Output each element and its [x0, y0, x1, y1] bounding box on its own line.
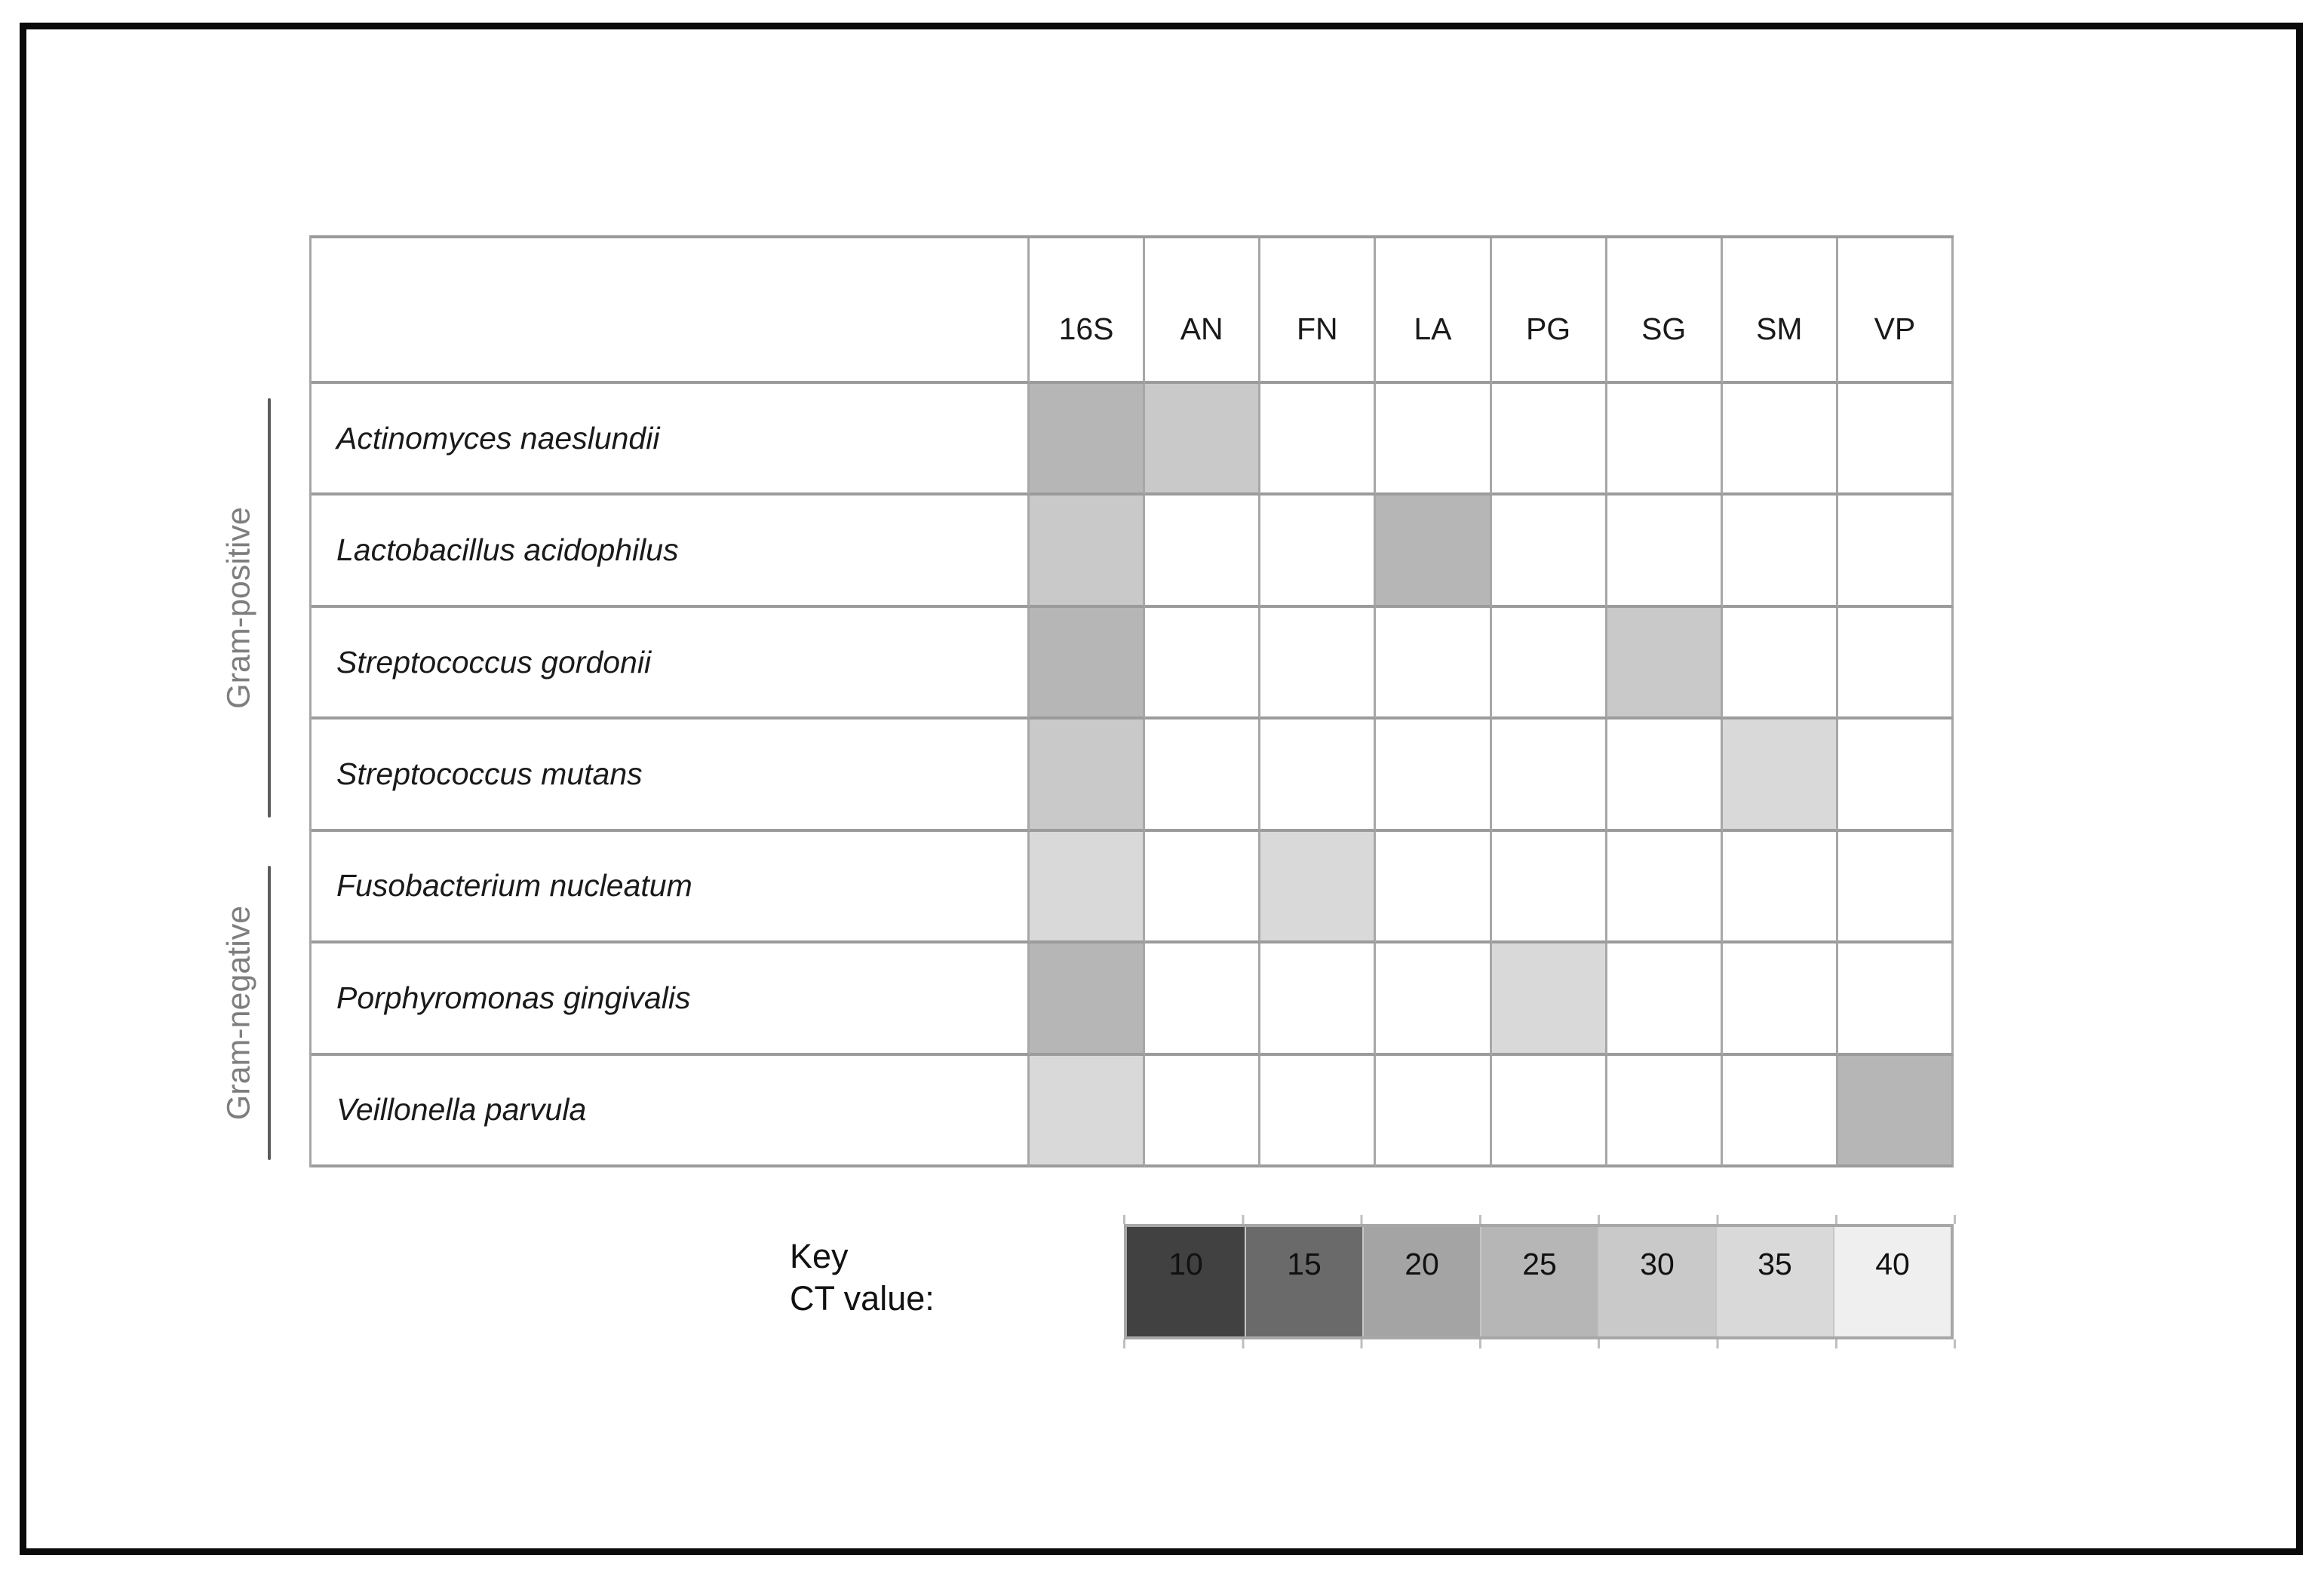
- ct-value-key-strip: 10 15 20 25 30 35 40: [1124, 1224, 1954, 1339]
- matrix-cell-r6-LA: [1376, 1055, 1492, 1167]
- matrix-cell-r5-PG: [1491, 943, 1607, 1056]
- key-tick-marks-bottom: [1123, 1339, 1956, 1348]
- matrix-cell-r1-SG: [1607, 495, 1723, 608]
- key-swatch-10: 10: [1127, 1227, 1245, 1336]
- key-tick-marks-top: [1123, 1215, 1956, 1224]
- matrix-cell-r2-SM: [1722, 607, 1838, 720]
- matrix-cell-r6-AN: [1145, 1055, 1261, 1167]
- key-swatch-label-20: 20: [1405, 1247, 1439, 1281]
- matrix-cell-r2-SG: [1607, 607, 1723, 720]
- key-swatch-25: 25: [1480, 1227, 1598, 1336]
- matrix-cell-r0-PG: [1491, 384, 1607, 496]
- matrix-cell-r2-16S: [1030, 607, 1146, 720]
- matrix-cell-r3-VP: [1837, 719, 1954, 832]
- matrix-cell-r3-16S: [1030, 719, 1146, 832]
- matrix-cell-r4-SM: [1722, 831, 1838, 944]
- key-swatch-label-40: 40: [1875, 1247, 1910, 1281]
- gram-negative-bracket: [268, 866, 271, 1160]
- key-swatch-35: 35: [1715, 1227, 1833, 1336]
- matrix-cell-r1-FN: [1260, 495, 1377, 608]
- matrix-cell-r5-AN: [1145, 943, 1261, 1056]
- species-label-row-1: Lactobacillus acidophilus: [312, 495, 1030, 608]
- matrix-cell-r6-VP: [1837, 1055, 1954, 1167]
- column-header-LA: LA: [1376, 238, 1492, 384]
- key-swatch-label-30: 30: [1640, 1247, 1675, 1281]
- matrix-cell-r0-AN: [1145, 384, 1261, 496]
- matrix-cell-r0-16S: [1030, 384, 1146, 496]
- column-header-16S: 16S: [1030, 238, 1146, 384]
- matrix-cell-r6-SG: [1607, 1055, 1723, 1167]
- species-label-row-4: Fusobacterium nucleatum: [312, 831, 1030, 944]
- species-label-row-0: Actinomyces naeslundii: [312, 384, 1030, 496]
- matrix-cell-r2-AN: [1145, 607, 1261, 720]
- table-corner-cell: [312, 238, 1030, 384]
- matrix-cell-r5-LA: [1376, 943, 1492, 1056]
- species-label-row-6: Veillonella parvula: [312, 1055, 1030, 1167]
- matrix-cell-r0-LA: [1376, 384, 1492, 496]
- species-label-row-5: Porphyromonas gingivalis: [312, 943, 1030, 1056]
- matrix-cell-r3-PG: [1491, 719, 1607, 832]
- heatmap-table: 16S AN FN LA PG SG SM VP Actinomyces naeslundii L…: [309, 235, 1954, 1167]
- matrix-cell-r4-AN: [1145, 831, 1261, 944]
- matrix-cell-r3-LA: [1376, 719, 1492, 832]
- matrix-cell-r0-SG: [1607, 384, 1723, 496]
- matrix-cell-r4-VP: [1837, 831, 1954, 944]
- gram-positive-bracket: [268, 398, 271, 818]
- matrix-cell-r3-SM: [1722, 719, 1838, 832]
- matrix-cell-r6-FN: [1260, 1055, 1377, 1167]
- key-swatch-20: 20: [1362, 1227, 1480, 1336]
- matrix-cell-r1-16S: [1030, 495, 1146, 608]
- column-header-SM: SM: [1722, 238, 1838, 384]
- column-header-FN: FN: [1260, 238, 1377, 384]
- matrix-cell-r3-FN: [1260, 719, 1377, 832]
- column-header-SG: SG: [1607, 238, 1723, 384]
- matrix-cell-r4-FN: [1260, 831, 1377, 944]
- figure-border: [20, 23, 2303, 1555]
- matrix-cell-r4-16S: [1030, 831, 1146, 944]
- key-swatch-label-25: 25: [1522, 1247, 1557, 1281]
- matrix-cell-r1-LA: [1376, 495, 1492, 608]
- matrix-cell-r6-SM: [1722, 1055, 1838, 1167]
- matrix-cell-r2-PG: [1491, 607, 1607, 720]
- key-swatch-label-15: 15: [1287, 1247, 1322, 1281]
- species-label-row-3: Streptococcus mutans: [312, 719, 1030, 832]
- matrix-cell-r2-LA: [1376, 607, 1492, 720]
- matrix-cell-r0-VP: [1837, 384, 1954, 496]
- key-swatch-15: 15: [1245, 1227, 1362, 1336]
- matrix-cell-r2-FN: [1260, 607, 1377, 720]
- matrix-cell-r4-LA: [1376, 831, 1492, 944]
- key-swatch-label-10: 10: [1168, 1247, 1203, 1281]
- gram-positive-label: Gram-positive: [220, 507, 257, 709]
- species-label-row-2: Streptococcus gordonii: [312, 607, 1030, 720]
- matrix-cell-r2-VP: [1837, 607, 1954, 720]
- matrix-cell-r1-VP: [1837, 495, 1954, 608]
- key-title-line1: Key: [790, 1237, 849, 1275]
- matrix-cell-r1-PG: [1491, 495, 1607, 608]
- gram-negative-label: Gram-negative: [220, 905, 257, 1121]
- column-header-AN: AN: [1145, 238, 1261, 384]
- matrix-cell-r5-SM: [1722, 943, 1838, 1056]
- key-swatch-30: 30: [1598, 1227, 1715, 1336]
- key-swatch-40: 40: [1833, 1227, 1951, 1336]
- matrix-cell-r5-16S: [1030, 943, 1146, 1056]
- matrix-cell-r3-AN: [1145, 719, 1261, 832]
- matrix-cell-r1-AN: [1145, 495, 1261, 608]
- column-header-PG: PG: [1491, 238, 1607, 384]
- matrix-cell-r5-VP: [1837, 943, 1954, 1056]
- matrix-cell-r5-FN: [1260, 943, 1377, 1056]
- column-header-VP: VP: [1837, 238, 1954, 384]
- matrix-cell-r6-16S: [1030, 1055, 1146, 1167]
- matrix-cell-r3-SG: [1607, 719, 1723, 832]
- key-swatch-label-35: 35: [1758, 1247, 1792, 1281]
- key-title: Key CT value:: [790, 1235, 935, 1320]
- matrix-cell-r5-SG: [1607, 943, 1723, 1056]
- key-title-line2: CT value:: [790, 1279, 935, 1318]
- matrix-cell-r0-SM: [1722, 384, 1838, 496]
- matrix-cell-r4-PG: [1491, 831, 1607, 944]
- matrix-cell-r0-FN: [1260, 384, 1377, 496]
- matrix-cell-r4-SG: [1607, 831, 1723, 944]
- matrix-cell-r1-SM: [1722, 495, 1838, 608]
- matrix-cell-r6-PG: [1491, 1055, 1607, 1167]
